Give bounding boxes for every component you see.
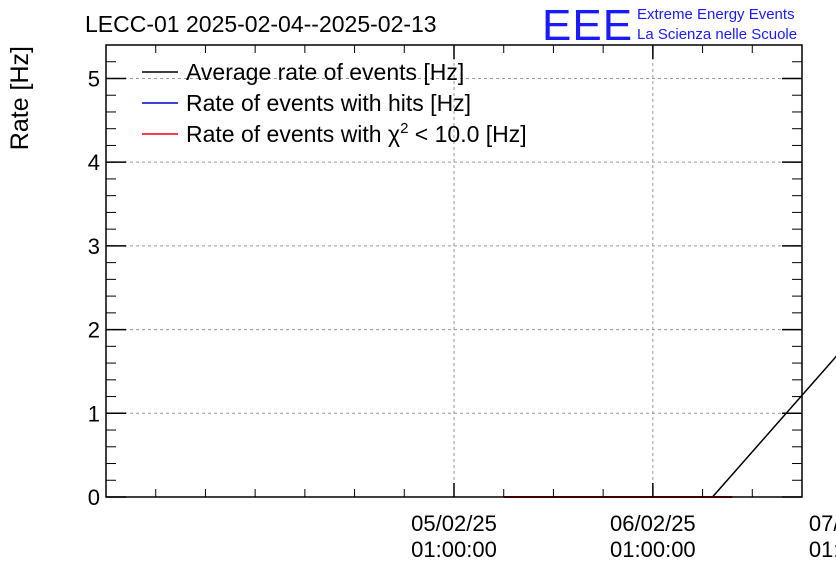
logo-line-1: Extreme Energy Events [637,6,795,23]
y-tick-label: 2 [88,318,100,343]
y-tick-label: 5 [88,66,100,91]
series-line-0 [711,355,836,498]
x-tick-date-label: 06/02/25 [610,511,696,536]
legend-label-hits: Rate of events with hits [Hz] [186,90,471,116]
legend-label-chi2: Rate of events with χ2 < 10.0 [Hz] [186,120,527,147]
y-axis-label: Rate [Hz] [6,46,34,150]
chart-title: LECC-01 2025-02-04--2025-02-13 [85,11,437,37]
legend-label-average: Average rate of events [Hz] [186,59,464,85]
x-tick-time-label: 01:00:00 [610,537,696,562]
x-tick-time-label: 01:00:00 [411,537,497,562]
x-tick-date-label: 07/02/25 [809,511,836,536]
x-tick-date-label: 05/02/25 [411,511,497,536]
y-tick-label: 4 [88,150,100,175]
y-tick-label: 0 [88,485,100,510]
y-tick-label: 1 [88,401,100,426]
logo-line-2: La Scienza nelle Scuole [637,26,797,43]
y-tick-label: 3 [88,234,100,259]
axis-ticks: 01234505/02/2501:00:0006/02/2501:00:0007… [88,44,836,562]
eee-logo: EEE Extreme Energy Events La Scienza nel… [542,1,797,50]
grid [106,45,802,497]
legend: Average rate of events [Hz] Rate of even… [142,59,527,147]
x-tick-time-label: 01:00:00 [809,537,836,562]
logo-mark: EEE [542,1,633,50]
